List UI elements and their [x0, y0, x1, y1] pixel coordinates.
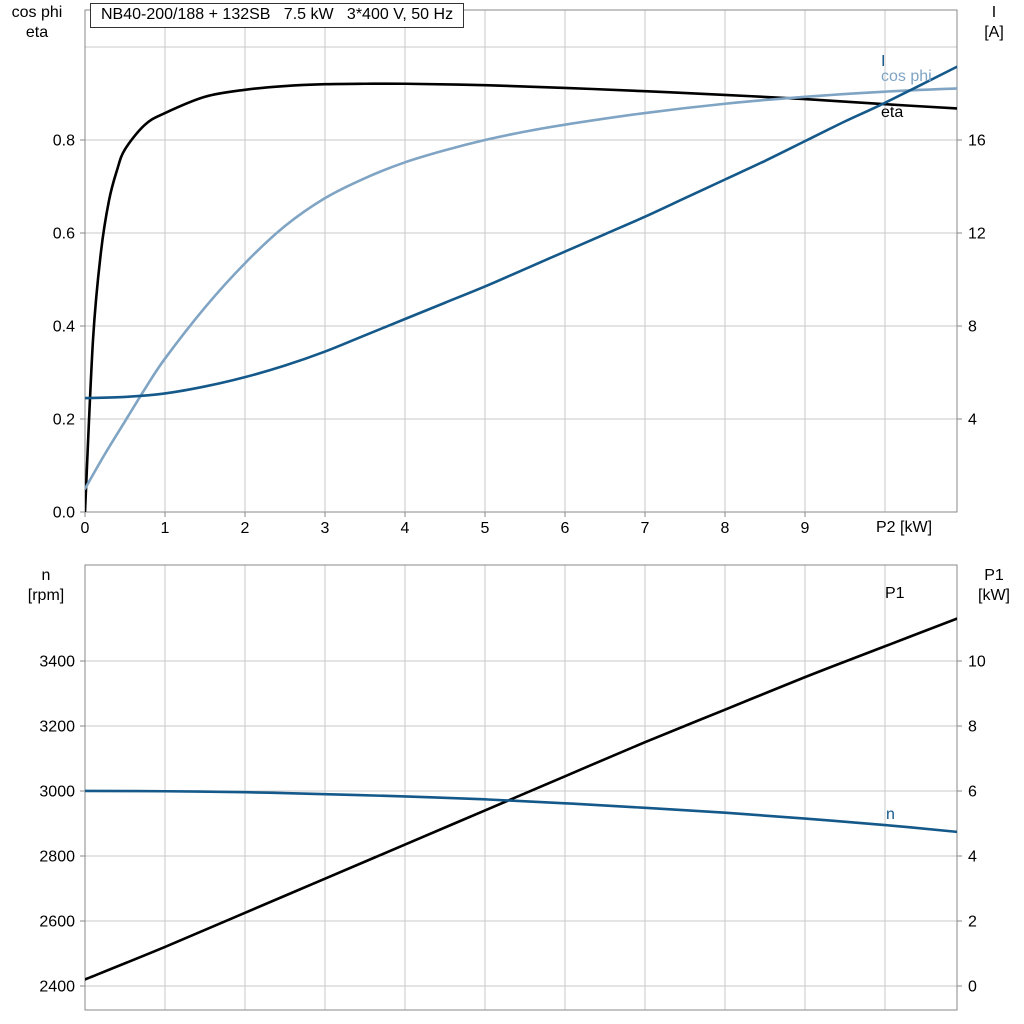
y-tick-label-left: 0.6 [53, 226, 75, 243]
curve-cos-phi [85, 87, 957, 491]
x-tick-label: 2 [241, 520, 250, 537]
y-tick-label-right: 0 [968, 978, 977, 995]
speed-axis-label: n [41, 567, 51, 584]
x-tick-label: 7 [641, 520, 650, 537]
x-tick-label: 5 [481, 520, 490, 537]
y-tick-label-left: 2400 [39, 978, 75, 995]
p1-curve-label: P1 [885, 585, 905, 602]
y-tick-label-left: 2600 [39, 913, 75, 930]
ampere-unit-label: [A] [984, 24, 1004, 41]
x-tick-label: 0 [81, 520, 90, 537]
cos-phi-curve-label: cos phi [881, 68, 932, 85]
y-tick-label-right: 12 [968, 225, 986, 242]
plot-border [84, 564, 958, 1011]
p2-axis-title: P2 [kW] [876, 519, 933, 536]
bottom-left-axis-title: n [rpm] [12, 566, 80, 606]
curve-n [85, 789, 957, 834]
top-right-axis-title: I [A] [968, 3, 1020, 43]
kw-unit-label: [kW] [978, 587, 1010, 604]
y-tick-label-left: 0.4 [53, 319, 75, 336]
curve-i [85, 65, 957, 400]
current-axis-label: I [991, 4, 997, 21]
x-tick-label: 4 [401, 520, 410, 537]
y-tick-label-right: 8 [968, 318, 977, 335]
chart-title-box: NB40-200/188 + 132SB 7.5 kW 3*400 V, 50 … [90, 3, 465, 28]
y-tick-label-right: 6 [968, 783, 977, 800]
bottom-right-axis-title: P1 [kW] [966, 566, 1022, 606]
plot-border [84, 9, 958, 513]
y-tick-label-right: 4 [968, 848, 977, 865]
rpm-unit-label: [rpm] [27, 587, 65, 604]
current-curve-label: I [881, 53, 886, 70]
x-tick-label: 6 [561, 520, 570, 537]
y-tick-label-right: 10 [968, 653, 986, 670]
y-tick-label-right: 2 [968, 913, 977, 930]
top-left-axis-title: cos phi eta [1, 3, 73, 43]
y-tick-label-right: 16 [968, 132, 986, 149]
y-tick-label-left: 0.2 [53, 412, 75, 429]
x-tick-label: 1 [161, 520, 170, 537]
y-tick-label-left: 3200 [39, 718, 75, 735]
x-tick-label: 3 [321, 520, 330, 537]
y-tick-label-right: 8 [968, 718, 977, 735]
x-tick-label: 8 [721, 520, 730, 537]
curve-p1 [85, 617, 957, 981]
n-curve-label: n [886, 806, 895, 823]
y-tick-label-left: 0.0 [53, 505, 75, 522]
y-tick-label-left: 3400 [39, 653, 75, 670]
y-tick-label-left: 3000 [39, 783, 75, 800]
eta-axis-label: eta [25, 24, 49, 41]
curve-eta [85, 82, 957, 512]
cos-phi-axis-label: cos phi [11, 4, 63, 21]
y-tick-label-left: 0.8 [53, 133, 75, 150]
y-tick-label-right: 4 [968, 411, 977, 428]
p1-axis-label: P1 [984, 567, 1004, 584]
y-tick-label-left: 2800 [39, 848, 75, 865]
eta-curve-label: eta [881, 104, 904, 121]
x-tick-label: 9 [801, 520, 810, 537]
